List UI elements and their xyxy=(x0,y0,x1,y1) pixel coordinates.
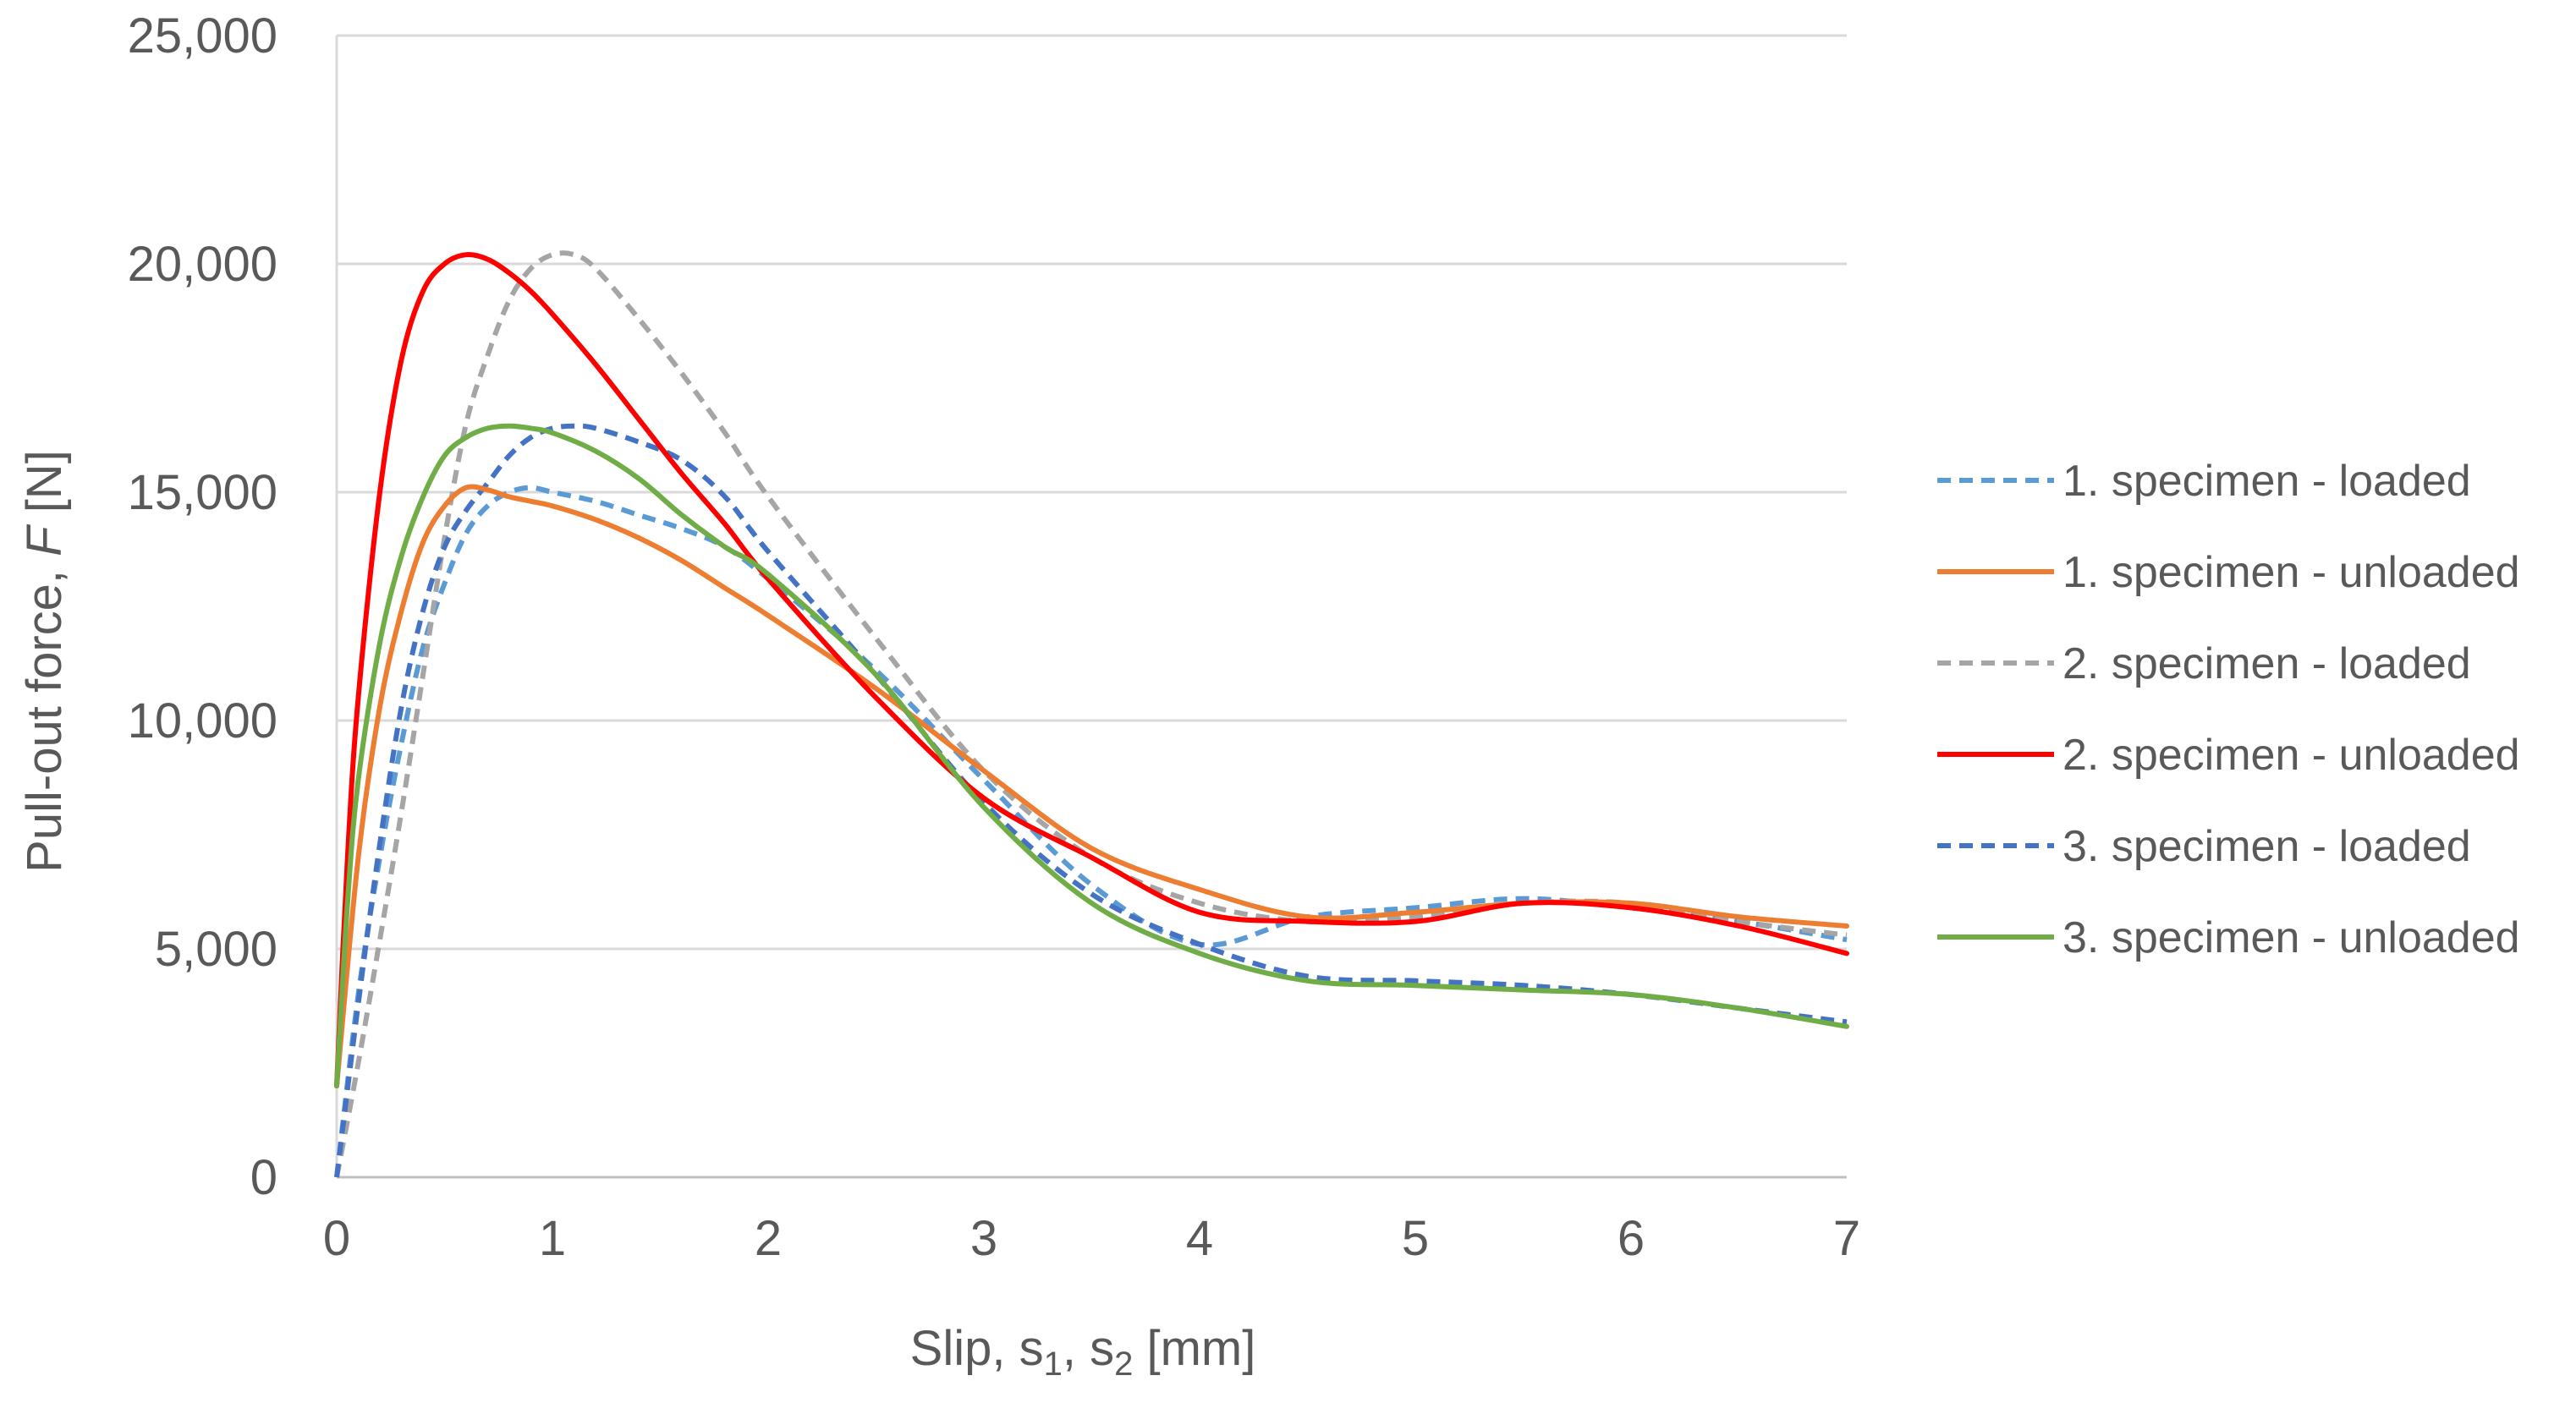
series-line-1 xyxy=(334,485,1848,1178)
y-tick-label: 10,000 xyxy=(128,693,277,748)
series-line-4 xyxy=(334,252,1849,1088)
x-tick-label: 4 xyxy=(1186,1211,1213,1266)
legend-label: 3. specimen - loaded xyxy=(2062,822,2471,871)
y-tick-label: 15,000 xyxy=(128,465,277,520)
y-axis-ticks: 0 5,000 10,000 15,000 20,000 25,000 xyxy=(128,8,277,1205)
y-tick-label: 0 xyxy=(250,1150,277,1205)
y-axis-title: Pull-out force, F [N] xyxy=(17,450,72,873)
x-tick-label: 1 xyxy=(539,1211,566,1266)
x-tick-label: 7 xyxy=(1833,1211,1860,1266)
series-line-5 xyxy=(334,423,1848,1178)
legend-label: 2. specimen - unloaded xyxy=(2062,731,2520,780)
x-axis-subscript-2: 2 xyxy=(1114,1345,1133,1383)
series-line-3 xyxy=(334,250,1848,1178)
x-tick-label: 0 xyxy=(323,1211,350,1266)
x-axis-subscript-1: 1 xyxy=(1044,1345,1063,1383)
legend-label: 3. specimen - unloaded xyxy=(2062,913,2520,962)
y-tick-label: 5,000 xyxy=(155,922,277,977)
y-tick-label: 25,000 xyxy=(128,8,277,63)
x-tick-label: 6 xyxy=(1618,1211,1645,1266)
x-axis-title: Slip, s1, s2 [mm] xyxy=(910,1321,1256,1383)
legend: 1. specimen - loaded 1. specimen - unload… xyxy=(1937,457,2520,962)
legend-label: 1. specimen - unloaded xyxy=(2062,548,2520,597)
x-tick-label: 2 xyxy=(755,1211,782,1266)
series-line-6 xyxy=(334,423,1849,1088)
legend-label: 2. specimen - loaded xyxy=(2062,639,2471,688)
y-tick-label: 20,000 xyxy=(128,237,277,292)
x-tick-label: 5 xyxy=(1402,1211,1429,1266)
x-tick-label: 3 xyxy=(970,1211,997,1266)
plot-frame xyxy=(335,36,1847,1179)
series-line-2 xyxy=(334,484,1849,1088)
legend-label: 1. specimen - loaded xyxy=(2062,457,2471,506)
x-axis-ticks: 0 1 2 3 4 5 6 7 xyxy=(323,1211,1860,1266)
series-lines xyxy=(334,250,1849,1178)
